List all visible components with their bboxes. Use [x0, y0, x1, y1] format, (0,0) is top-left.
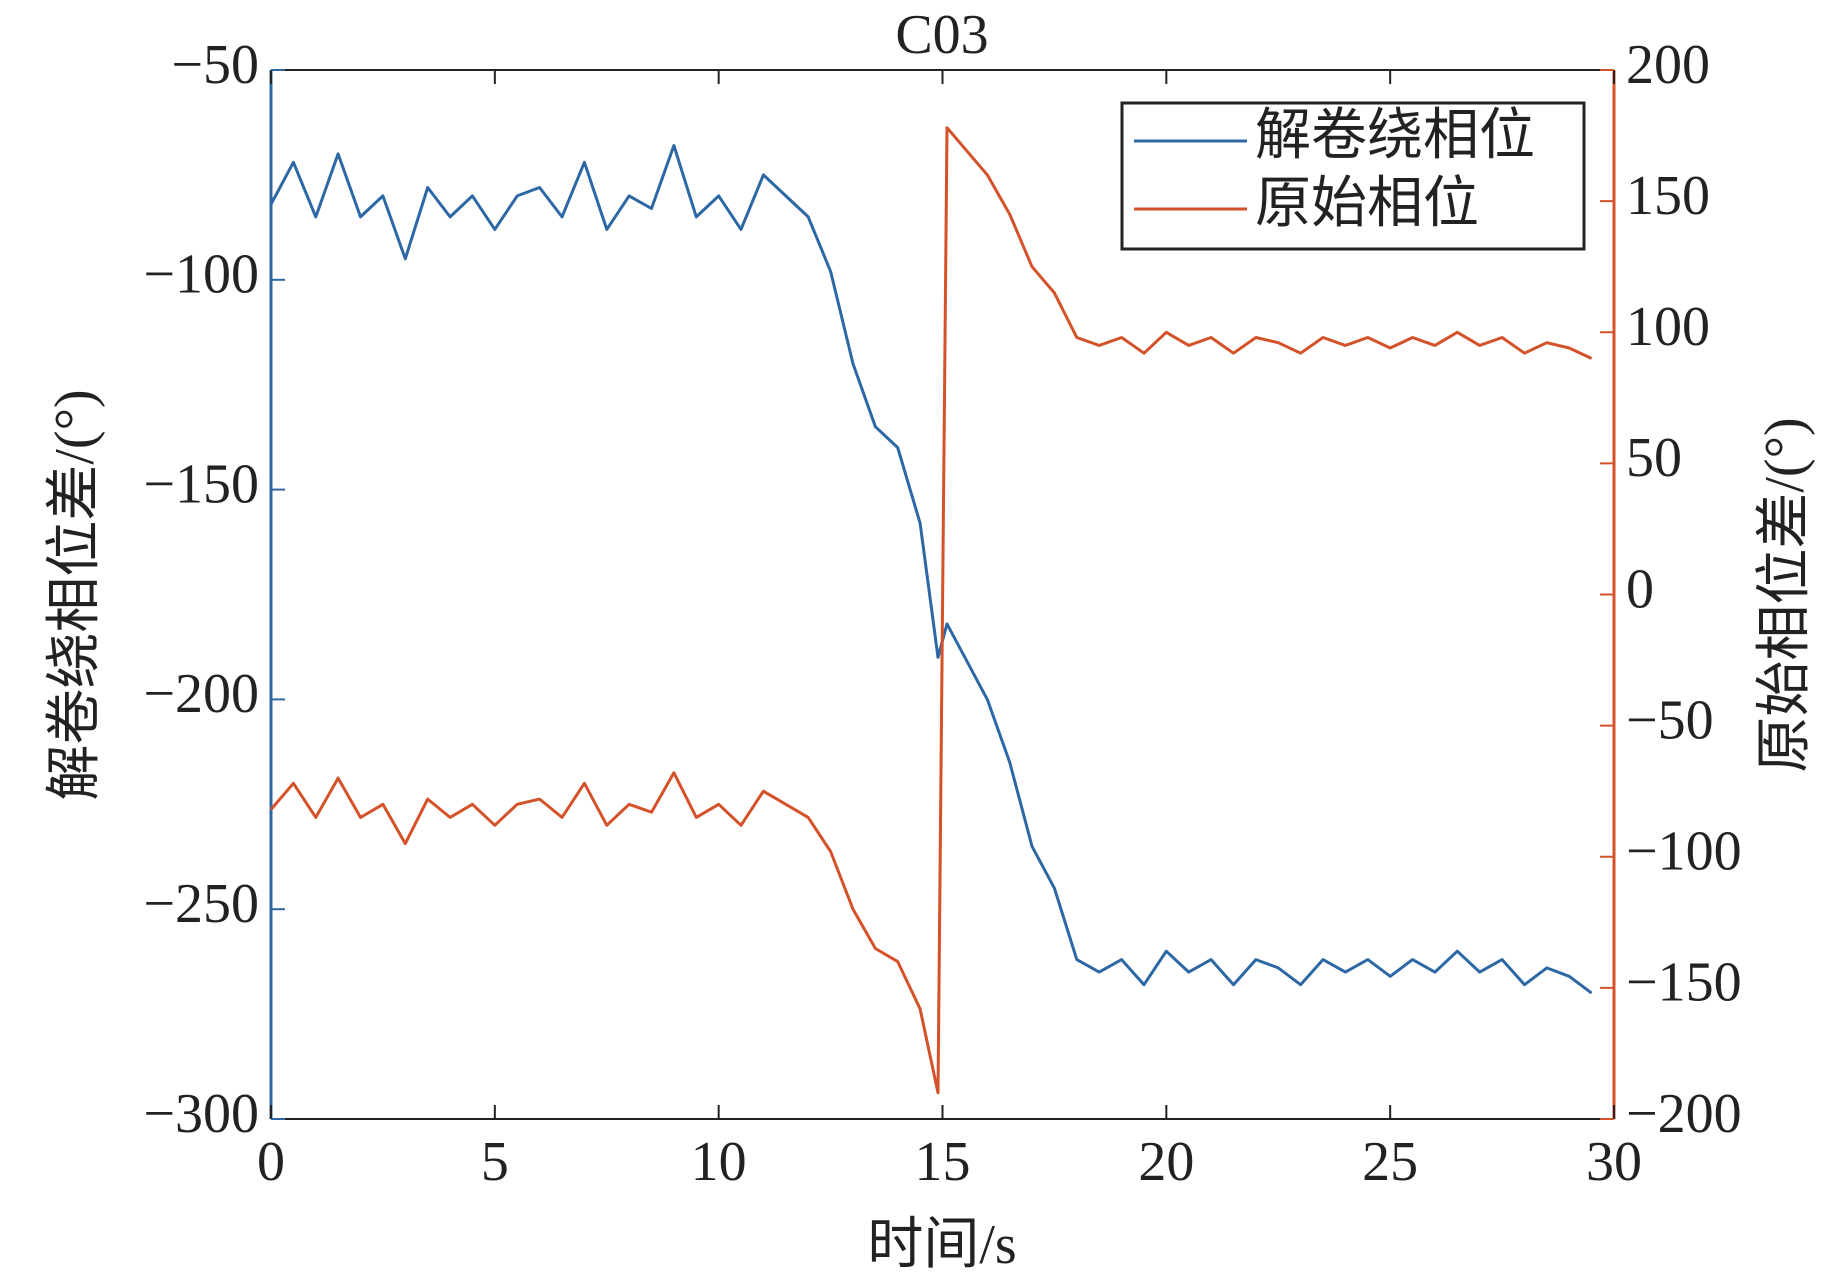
y2-tick-label: 150 — [1626, 165, 1710, 227]
y2-tick-label: 0 — [1626, 558, 1654, 620]
y-tick-label: −250 — [143, 873, 259, 935]
y2-tick-label: 200 — [1626, 34, 1710, 96]
data-line — [269, 126, 1593, 1095]
y2-axis-label: 原始相位差/(°) — [1754, 417, 1816, 772]
y2-tick-label: 100 — [1626, 296, 1710, 358]
y2-tick-label: −100 — [1626, 821, 1742, 883]
y2-tick-label: −150 — [1626, 952, 1742, 1014]
y2-tick-label: −200 — [1626, 1083, 1742, 1145]
x-axis-label: 时间/s — [867, 1214, 1016, 1276]
data-line — [269, 144, 1593, 995]
chart-title: C03 — [895, 4, 988, 66]
y2-tick-label: −50 — [1626, 689, 1714, 751]
y-tick-label: −50 — [171, 34, 259, 96]
x-tick-label: 30 — [1586, 1131, 1642, 1193]
x-tick-label: 0 — [257, 1131, 285, 1193]
x-tick-label: 5 — [481, 1131, 509, 1193]
y-tick-label: −300 — [143, 1083, 259, 1145]
y-axis-label: 解卷绕相位差/(°) — [44, 389, 106, 800]
legend-label: 解卷绕相位 — [1255, 105, 1535, 167]
x-tick-label: 20 — [1138, 1131, 1194, 1193]
legend-box — [1120, 101, 1586, 251]
x-tick-label: 25 — [1362, 1131, 1418, 1193]
y2-tick-label: 50 — [1626, 427, 1682, 489]
legend-label: 原始相位 — [1255, 173, 1479, 235]
y-tick-label: −100 — [143, 244, 259, 306]
y-tick-label: −200 — [143, 663, 259, 725]
x-tick-label: 10 — [691, 1131, 747, 1193]
x-tick-label: 15 — [915, 1131, 971, 1193]
y-tick-label: −150 — [143, 453, 259, 515]
